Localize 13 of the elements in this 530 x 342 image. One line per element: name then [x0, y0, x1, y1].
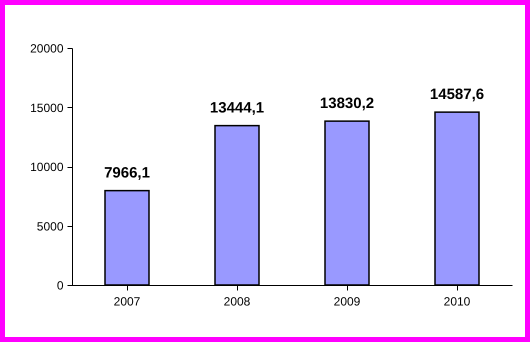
y-tick-label: 15000: [30, 100, 64, 115]
y-tick-label: 10000: [30, 160, 64, 174]
data-label: 13830,2: [320, 95, 374, 112]
data-label: 14587,6: [430, 86, 484, 104]
x-tick-label: 2007: [114, 294, 141, 308]
y-tick-label: 0: [56, 278, 64, 292]
x-tick-label: 2009: [334, 294, 361, 308]
y-tick-label: 20000: [30, 42, 64, 56]
data-label: 13444,1: [210, 100, 264, 117]
data-label: 7966,1: [104, 164, 150, 182]
y-tick-label: 5000: [36, 219, 64, 234]
x-tick-label: 2008: [224, 294, 251, 308]
x-tick-label: 2010: [444, 294, 471, 308]
